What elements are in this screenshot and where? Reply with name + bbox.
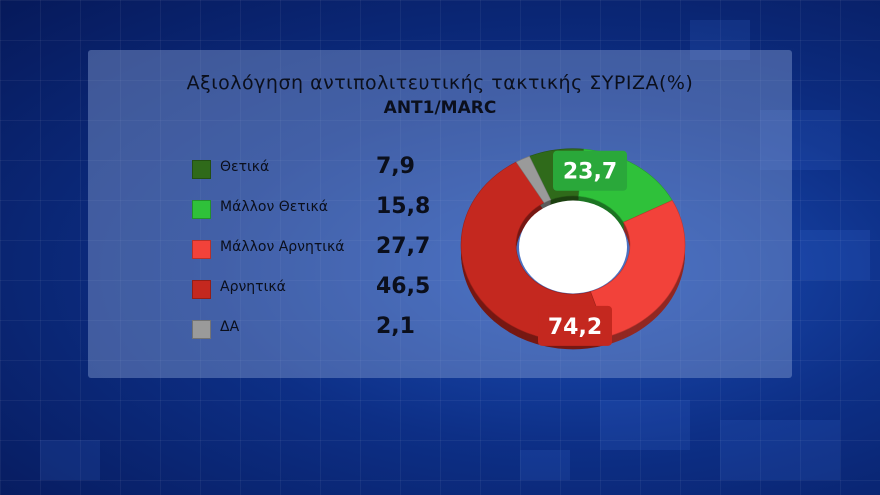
legend-label: Θετικά <box>220 159 270 175</box>
donut-labels: 23,7 74,2 <box>538 150 628 346</box>
slice-ΔΑ <box>515 155 552 204</box>
legend-swatch <box>192 160 211 179</box>
legend-value: 27,7 <box>376 234 431 259</box>
chart-subtitle: ANT1/MARC <box>383 98 497 118</box>
legend-swatch <box>192 200 211 219</box>
legend-swatch <box>192 280 211 299</box>
legend-value: 2,1 <box>376 314 415 339</box>
legend-value: 15,8 <box>376 194 431 219</box>
group-label-text: 74,2 <box>548 315 602 340</box>
legend-label: Αρνητικά <box>220 279 286 295</box>
legend-label: Μάλλον Θετικά <box>220 199 328 215</box>
legend-label: ΔΑ <box>220 319 240 335</box>
slice-Αρνητικά <box>460 161 608 342</box>
donut-chart: 23,7 74,2 <box>460 148 686 350</box>
chart-title: Αξιολόγηση αντιπολιτευτικής τακτικής ΣΥΡ… <box>186 72 694 94</box>
legend-label: Μάλλον Αρνητικά <box>220 239 345 255</box>
legend-swatch <box>192 240 211 259</box>
group-label-box <box>538 305 613 346</box>
legend-swatch <box>192 320 211 339</box>
donut-hole <box>519 200 627 294</box>
group-label-box <box>553 150 628 191</box>
slice-Μάλλον Αρνητικά <box>590 199 686 338</box>
group-label-text: 23,7 <box>563 160 617 185</box>
legend-value: 7,9 <box>376 154 415 179</box>
legend-value: 46,5 <box>376 274 431 299</box>
